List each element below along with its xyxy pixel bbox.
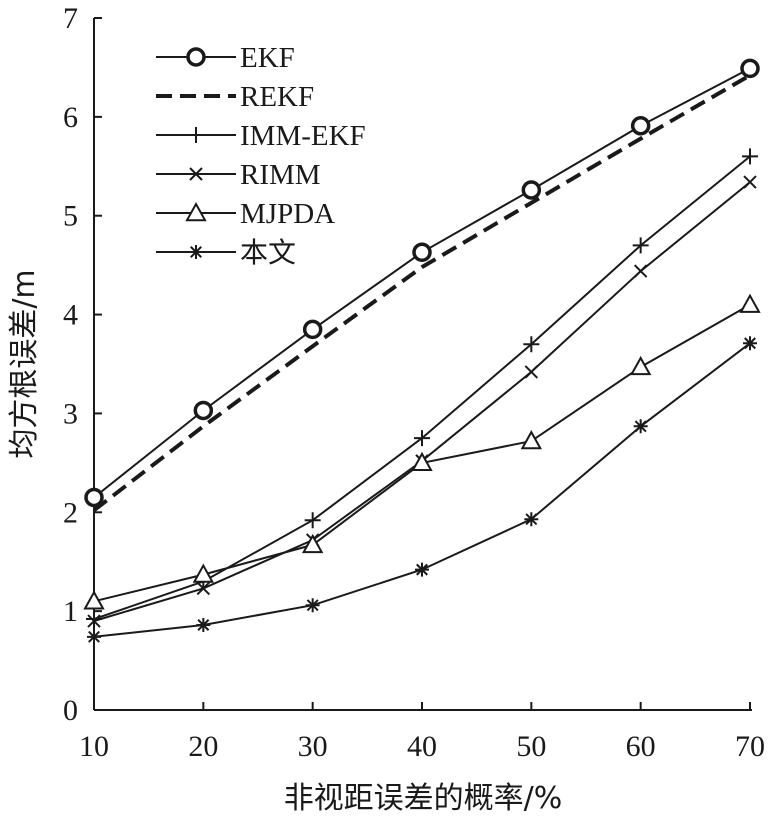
axes xyxy=(93,18,752,711)
data-point-rimm xyxy=(633,264,648,278)
data-point-ekf xyxy=(521,180,542,200)
legend-label-proposed: 本文 xyxy=(240,236,296,269)
data-point-ekf xyxy=(412,242,432,263)
x-axis-title: 非视距误差的概率/% xyxy=(284,781,563,816)
data-point-mjpda xyxy=(301,533,324,554)
series-mjpda xyxy=(83,293,761,610)
x-tick-label: 60 xyxy=(626,730,656,763)
y-tick-label: 6 xyxy=(63,101,78,134)
legend-marker-mjpda xyxy=(185,201,207,222)
data-point-imm-ekf xyxy=(414,430,430,447)
data-point-proposed xyxy=(87,629,101,644)
data-point-imm-ekf xyxy=(304,512,321,529)
series xyxy=(83,58,761,644)
data-point-imm-ekf xyxy=(523,336,540,353)
data-point-imm-ekf xyxy=(632,237,649,254)
x-tick-label: 10 xyxy=(79,730,109,763)
data-point-mjpda xyxy=(520,430,543,450)
legend-entry-rimm: RIMM xyxy=(156,159,321,191)
data-point-ekf xyxy=(740,58,760,79)
x-tick-label: 20 xyxy=(188,730,218,763)
data-point-proposed xyxy=(305,598,320,613)
data-point-mjpda xyxy=(83,590,105,610)
legend-entry-ekf: EKF xyxy=(156,42,295,74)
series-line-imm-ekf xyxy=(93,155,751,621)
data-point-proposed xyxy=(415,562,429,577)
legend-marker-imm-ekf xyxy=(188,127,204,143)
series-proposed xyxy=(87,336,757,644)
series-line-proposed xyxy=(93,342,751,638)
legend-entry-mjpda: MJPDA xyxy=(156,198,335,230)
legend-entry-imm-ekf: IMM-EKF xyxy=(156,120,366,152)
y-tick-label: 7 xyxy=(63,2,78,35)
data-point-imm-ekf xyxy=(742,148,758,165)
legend-marker-proposed xyxy=(189,245,203,259)
series-line-rekf xyxy=(92,73,752,512)
y-tick-label: 1 xyxy=(63,595,78,628)
data-point-mjpda xyxy=(411,451,433,472)
data-point-mjpda xyxy=(739,293,761,313)
x-tick-label: 70 xyxy=(735,730,765,763)
y-tick-label: 0 xyxy=(63,694,78,727)
data-point-ekf xyxy=(84,487,104,508)
legend-label-rekf: REKF xyxy=(240,81,314,113)
data-point-proposed xyxy=(743,336,757,351)
y-tick-label: 2 xyxy=(63,496,78,529)
legend-label-rimm: RIMM xyxy=(240,159,321,191)
data-point-ekf xyxy=(193,400,214,421)
series-rekf xyxy=(92,73,752,512)
data-point-proposed xyxy=(524,512,539,527)
data-point-rimm xyxy=(87,614,101,628)
legend-entry-rekf: REKF xyxy=(156,81,314,113)
data-point-rimm xyxy=(524,365,539,379)
data-point-mjpda xyxy=(192,563,215,583)
ticks: 0 1 2 3 4 5 6 7 10 20 30 40 50 60 70 xyxy=(63,2,765,763)
data-point-proposed xyxy=(196,617,211,632)
data-point-proposed xyxy=(633,419,648,434)
legend-label-ekf: EKF xyxy=(240,42,295,74)
legend-label-mjpda: MJPDA xyxy=(240,198,335,230)
data-point-rimm xyxy=(196,581,211,596)
legend-entry-proposed: 本文 xyxy=(156,236,296,269)
y-axis-title: 均方根误差/m xyxy=(7,269,42,458)
legend-marker-ekf xyxy=(186,47,206,67)
data-point-mjpda xyxy=(629,355,652,376)
y-tick-label: 3 xyxy=(63,397,78,430)
series-ekf xyxy=(84,58,760,508)
legend: EKF REKF IMM-EKF RIMM MJPDA 本文 xyxy=(156,42,366,269)
data-point-ekf xyxy=(302,319,323,340)
x-tick-label: 30 xyxy=(298,730,328,763)
y-tick-label: 5 xyxy=(63,200,78,233)
x-tick-label: 50 xyxy=(516,730,546,763)
y-tick-label: 4 xyxy=(63,299,78,332)
legend-label-imm-ekf: IMM-EKF xyxy=(240,120,366,152)
x-tick-label: 40 xyxy=(407,730,437,763)
data-point-rimm xyxy=(743,175,757,189)
legend-marker-rimm xyxy=(189,167,203,181)
data-point-ekf xyxy=(630,116,651,136)
